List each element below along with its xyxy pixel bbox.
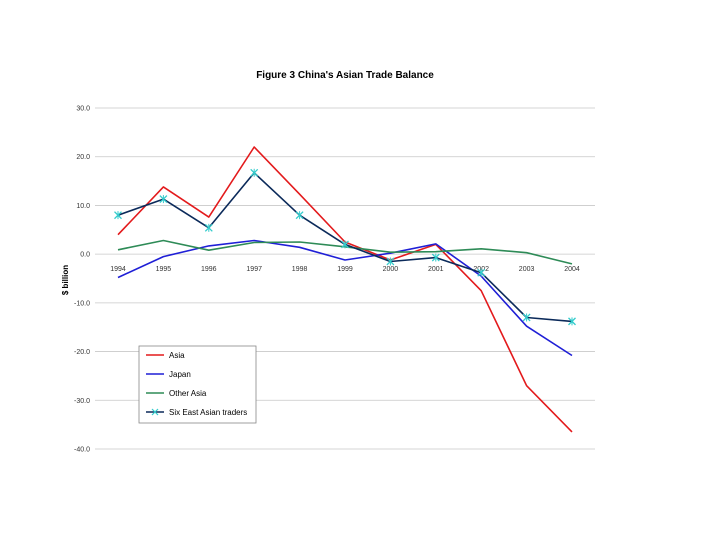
data-point [344, 258, 347, 261]
series-lines [114, 145, 576, 433]
data-point-marker [522, 313, 531, 322]
legend-marker [151, 408, 159, 416]
data-point [207, 216, 210, 219]
x-tick-label: 2004 [564, 266, 580, 273]
data-point [207, 244, 210, 247]
y-tick-label: 10.0 [76, 203, 90, 210]
data-point [298, 193, 301, 196]
data-point [525, 325, 528, 328]
y-tick-labels: 30.0 20.0 10.0 0.0 -10.0 -20.0 -30.0 -40.0 [74, 106, 90, 454]
data-point [525, 384, 528, 387]
data-point-marker [114, 211, 122, 220]
data-point [253, 145, 256, 148]
data-point-marker [341, 240, 349, 249]
legend-label: Japan [169, 370, 191, 379]
y-tick-label: -20.0 [74, 349, 90, 356]
data-point [117, 276, 120, 279]
data-point-marker [431, 253, 440, 262]
data-point-marker [159, 195, 168, 204]
x-tick-label: 1998 [292, 266, 308, 273]
legend-label: Other Asia [169, 389, 207, 398]
legend: Asia Japan Other Asia Six East Asian trader… [138, 345, 257, 424]
data-point [117, 233, 120, 236]
data-point [253, 241, 256, 244]
data-point [162, 239, 165, 242]
data-point [207, 249, 210, 252]
x-tick-label: 1999 [337, 266, 353, 273]
data-point-marker [204, 223, 213, 232]
data-point [389, 251, 392, 254]
y-tick-label: 20.0 [76, 154, 90, 161]
data-point [298, 246, 301, 249]
x-tick-labels: 1994199519961997199819992000200120022003… [110, 266, 580, 273]
series-line-1 [117, 239, 573, 357]
y-tick-label: 30.0 [76, 106, 90, 113]
data-point [298, 240, 301, 243]
x-tick-label: 1994 [110, 266, 126, 273]
x-tick-label: 2003 [519, 266, 535, 273]
x-tick-label: 1996 [201, 266, 217, 273]
data-point [525, 251, 528, 254]
data-point-marker [568, 317, 576, 326]
x-tick-label: 2001 [428, 266, 444, 273]
legend-label: Six East Asian traders [169, 408, 247, 417]
data-point-marker [250, 168, 259, 177]
legend-box [138, 345, 257, 424]
legend-label: Asia [169, 351, 185, 360]
data-point [571, 262, 574, 265]
data-point [480, 247, 483, 250]
y-axis-label: $ billion [61, 265, 70, 295]
y-tick-label: 0.0 [80, 252, 90, 259]
y-tick-label: -40.0 [74, 447, 90, 454]
data-point-marker [295, 211, 304, 220]
data-point [434, 250, 437, 253]
x-tick-label: 1995 [156, 266, 172, 273]
x-tick-label: 1997 [246, 266, 262, 273]
data-point [434, 242, 437, 245]
data-point [571, 430, 574, 433]
x-tick-label: 2000 [383, 266, 399, 273]
data-point-marker [477, 268, 486, 277]
data-point [571, 354, 574, 357]
data-point [162, 185, 165, 188]
y-tick-label: -10.0 [74, 300, 90, 307]
y-tick-label: -30.0 [74, 398, 90, 405]
data-point [162, 255, 165, 258]
data-point [480, 289, 483, 292]
data-point [117, 248, 120, 251]
data-point-marker [386, 257, 395, 266]
chart-title: Figure 3 China's Asian Trade Balance [256, 70, 434, 81]
